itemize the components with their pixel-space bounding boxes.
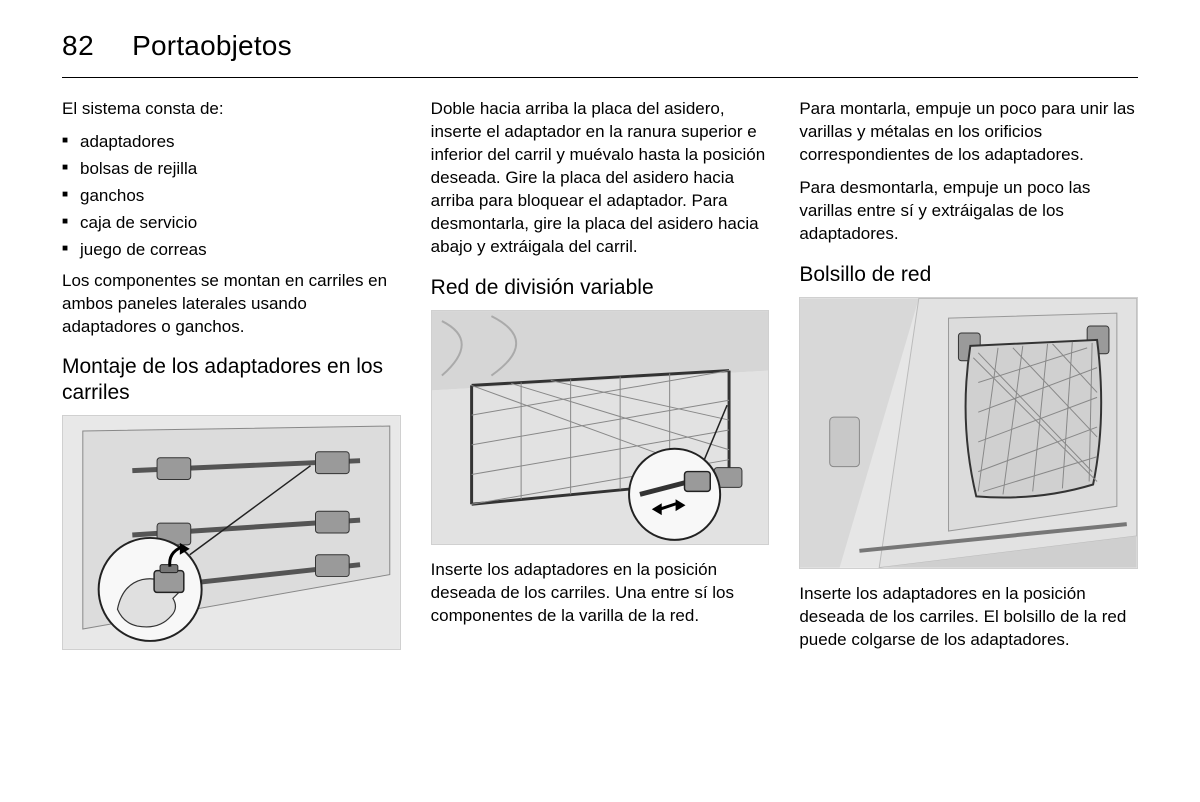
figure-net-pocket bbox=[799, 297, 1138, 569]
col3-paragraph-3: Inserte los adaptadores en la posición d… bbox=[799, 583, 1138, 652]
col1-paragraph: Los componentes se montan en carriles en… bbox=[62, 270, 401, 339]
list-item: adaptadores bbox=[62, 131, 401, 154]
content-columns: El sistema consta de: adaptadores bolsas… bbox=[62, 98, 1138, 662]
list-item: bolsas de rejilla bbox=[62, 158, 401, 181]
col3-paragraph-1: Para montarla, empuje un poco para unir … bbox=[799, 98, 1138, 167]
col1-heading: Montaje de los adaptadores en los carril… bbox=[62, 354, 401, 404]
column-2: Doble hacia arriba la placa del asidero,… bbox=[431, 98, 770, 662]
list-item: ganchos bbox=[62, 185, 401, 208]
col3-paragraph-2: Para desmontarla, empuje un poco las var… bbox=[799, 177, 1138, 246]
figure-variable-net bbox=[431, 310, 770, 545]
col2-heading: Red de división variable bbox=[431, 275, 770, 300]
col2-paragraph-2: Inserte los adaptadores en la posición d… bbox=[431, 559, 770, 628]
page-header: 82 Portaobjetos bbox=[62, 30, 1138, 78]
col3-heading: Bolsillo de red bbox=[799, 262, 1138, 287]
col1-intro: El sistema consta de: bbox=[62, 98, 401, 121]
page-number: 82 bbox=[62, 30, 94, 62]
figure-adapter-mounting bbox=[62, 415, 401, 650]
col2-paragraph-1: Doble hacia arriba la placa del asidero,… bbox=[431, 98, 770, 259]
col1-bullet-list: adaptadores bolsas de rejilla ganchos ca… bbox=[62, 131, 401, 262]
list-item: caja de servicio bbox=[62, 212, 401, 235]
column-1: El sistema consta de: adaptadores bolsas… bbox=[62, 98, 401, 662]
column-3: Para montarla, empuje un poco para unir … bbox=[799, 98, 1138, 662]
chapter-title: Portaobjetos bbox=[132, 30, 292, 62]
list-item: juego de correas bbox=[62, 239, 401, 262]
